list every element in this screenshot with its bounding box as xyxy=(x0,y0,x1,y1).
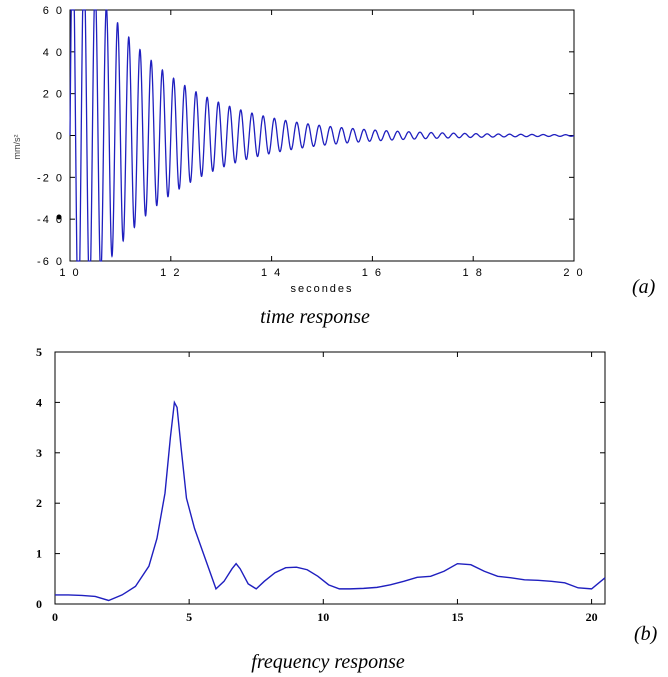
plot-frame-b xyxy=(54,351,606,605)
y-tick-label-a: 6 0 xyxy=(43,5,64,17)
y-tick-label-b: 5 xyxy=(36,345,42,359)
axis-ticks-a xyxy=(69,9,575,262)
x-tick-label-a: 1 6 xyxy=(362,267,383,279)
axis-ticks-b xyxy=(54,351,605,605)
x-tick-label-b: 20 xyxy=(586,610,598,624)
x-tick-label-a: 1 0 xyxy=(59,267,80,279)
y-tick-label-a: -2 0 xyxy=(37,172,64,184)
y-tick-label-a: 0 xyxy=(56,131,64,143)
x-tick-label-b: 5 xyxy=(186,610,192,624)
caption-b: frequency response xyxy=(251,651,405,673)
time-response-chart: 6 0 4 0 2 0 0 -2 0 -4 0 -6 0 1 0 1 2 1 4 1 6 1 8 2 … xyxy=(12,5,656,328)
y-tick-labels-b: 5 4 3 2 1 0 xyxy=(36,345,42,611)
y-tick-label-b: 2 xyxy=(36,496,42,510)
x-tick-labels-a: 1 0 1 2 1 4 1 6 1 8 2 0 xyxy=(59,267,584,279)
x-tick-label-b: 15 xyxy=(451,610,463,624)
panel-label-a: (a) xyxy=(632,276,656,298)
y-tick-label-b: 1 xyxy=(36,547,42,561)
x-tick-label-a: 1 8 xyxy=(463,267,484,279)
y-tick-label-b: 4 xyxy=(36,395,42,409)
y-tick-label-a: -6 0 xyxy=(37,256,64,268)
x-tick-labels-b: 0 5 10 15 20 xyxy=(52,610,598,624)
series-line-b xyxy=(55,400,606,602)
marker-dot xyxy=(56,214,62,220)
y-tick-label-b: 3 xyxy=(36,446,42,460)
x-tick-label-a: 2 0 xyxy=(563,267,584,279)
caption-a: time response xyxy=(260,306,370,328)
y-tick-label-b: 0 xyxy=(36,597,42,611)
x-axis-label-a: secondes xyxy=(290,283,353,295)
x-tick-label-b: 0 xyxy=(52,610,58,624)
series-line-a xyxy=(69,9,575,262)
y-tick-labels-a: 6 0 4 0 2 0 0 -2 0 -4 0 -6 0 xyxy=(37,5,64,268)
x-tick-label-b: 10 xyxy=(317,610,329,624)
y-axis-label-a: mm/s² xyxy=(12,135,22,160)
panel-label-b: (b) xyxy=(634,623,658,645)
y-tick-label-a: 4 0 xyxy=(43,47,64,59)
y-tick-label-a: 2 0 xyxy=(43,89,64,101)
x-tick-label-a: 1 2 xyxy=(160,267,181,279)
x-tick-label-a: 1 4 xyxy=(261,267,282,279)
y-tick-label-a: -4 0 xyxy=(37,214,64,226)
